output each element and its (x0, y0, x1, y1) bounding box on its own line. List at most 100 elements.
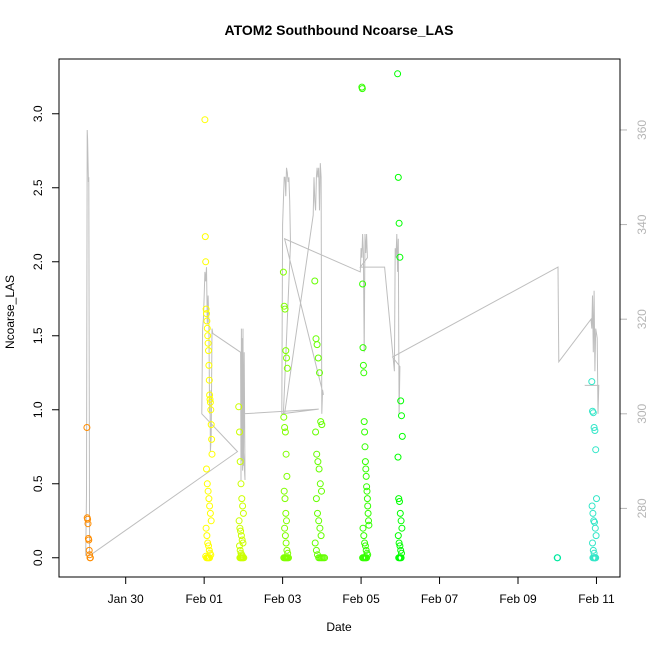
data-point (313, 341, 321, 349)
data-point (359, 524, 367, 532)
data-point (398, 524, 406, 532)
y2-tick-label: 280 (635, 498, 649, 518)
data-point (361, 542, 369, 550)
data-point (206, 554, 214, 562)
x-tick-label: Feb 07 (421, 592, 459, 606)
data-point (589, 546, 597, 554)
data-point (363, 487, 371, 495)
data-point (313, 450, 321, 458)
data-point (397, 554, 405, 562)
data-point (311, 277, 319, 285)
data-point (317, 418, 325, 426)
data-point (359, 280, 367, 288)
data-point (206, 395, 214, 403)
data-point (203, 324, 211, 332)
data-point (238, 536, 246, 544)
data-point (205, 347, 212, 355)
y-tick-label: 0.0 (31, 549, 45, 566)
data-point (207, 406, 215, 414)
chart-title: ATOM2 Southbound Ncoarse_LAS (225, 22, 454, 38)
data-point (394, 532, 402, 540)
data-point (395, 495, 403, 503)
data-point (283, 364, 291, 372)
data-point (554, 554, 562, 562)
data-point (321, 554, 329, 562)
y-axis-label: Ncoarse_LAS (3, 275, 17, 349)
data-point (311, 539, 319, 547)
x-tick-label: Jan 30 (108, 592, 144, 606)
data-point (201, 233, 209, 241)
data-point (591, 524, 599, 532)
data-point (202, 305, 210, 313)
data-point (202, 524, 210, 532)
data-point (283, 517, 290, 525)
data-point (394, 70, 402, 78)
data-point (397, 546, 405, 554)
data-point (396, 542, 404, 550)
plot-frame (58, 58, 621, 578)
y-tick-label: 1.5 (31, 327, 45, 344)
y-tick-label: 2.5 (31, 179, 45, 196)
data-point (588, 502, 596, 510)
data-point (84, 520, 92, 528)
y-tick-label: 1.0 (31, 401, 45, 418)
data-point (361, 539, 369, 547)
data-point (365, 517, 372, 525)
data-point (282, 347, 290, 355)
data-point (359, 344, 367, 352)
data-point (593, 495, 600, 503)
x-axis-label: Date (326, 620, 352, 634)
data-point (204, 339, 212, 347)
data-point (201, 116, 209, 124)
data-point (397, 517, 405, 525)
data-point (362, 472, 370, 480)
data-point (396, 498, 403, 505)
data-point (590, 549, 598, 557)
data-point (314, 354, 322, 362)
data-point (283, 546, 291, 554)
data-point (239, 509, 247, 517)
data-point (312, 428, 320, 436)
data-point (398, 432, 406, 440)
data-point (365, 521, 373, 529)
data-point (86, 551, 94, 559)
data-point (316, 524, 324, 532)
data-point (359, 361, 367, 369)
y2-tick-label: 360 (635, 120, 649, 140)
data-point (589, 509, 597, 517)
data-point (315, 517, 323, 525)
x-tick-label: Feb 01 (185, 592, 223, 606)
data-point (358, 85, 366, 93)
x-tick-label: Feb 05 (342, 592, 380, 606)
data-point (238, 495, 246, 503)
data-point (235, 403, 243, 411)
data-point (237, 532, 245, 540)
data-point (208, 435, 216, 443)
data-point (396, 253, 404, 261)
data-point (285, 554, 292, 562)
data-point (204, 539, 212, 547)
data-point (205, 495, 213, 503)
data-point (205, 542, 212, 550)
data-point (360, 418, 368, 426)
data-points (83, 70, 600, 562)
data-point (204, 332, 212, 340)
data-point (204, 487, 212, 495)
x-tick-label: Feb 11 (578, 592, 615, 606)
data-point (205, 361, 213, 369)
data-point (592, 532, 600, 540)
y-tick-label: 0.5 (31, 475, 45, 492)
data-point (85, 546, 93, 554)
data-point (237, 527, 245, 535)
data-point (363, 483, 371, 491)
data-point (588, 378, 596, 386)
data-point (589, 539, 596, 547)
data-point (395, 219, 403, 227)
data-point (281, 424, 289, 431)
data-point (315, 465, 323, 473)
data-point (280, 302, 288, 310)
series-lines (85, 129, 600, 557)
data-point (207, 517, 215, 525)
data-point (591, 554, 599, 562)
